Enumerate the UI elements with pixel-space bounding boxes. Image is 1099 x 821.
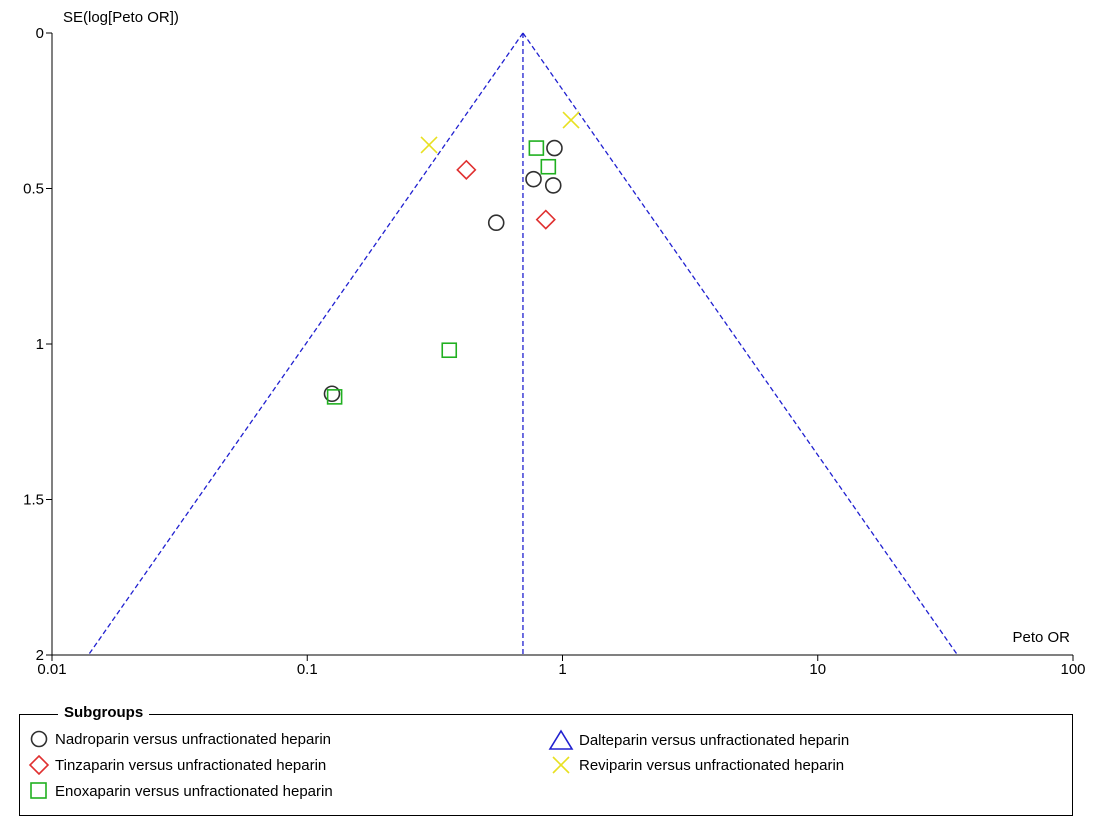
x-tick-label: 100 <box>1060 661 1085 678</box>
data-points <box>323 111 580 405</box>
funnel-left-limit <box>87 32 524 656</box>
point-circle <box>487 214 505 232</box>
y-tick-label: 0.5 <box>23 181 44 198</box>
y-tick-label: 1 <box>36 336 44 353</box>
point-circle <box>525 170 542 188</box>
legend-title: Subgroups <box>58 704 150 721</box>
legend-label: Tinzaparin versus unfractionated heparin <box>55 756 327 774</box>
legend-item-reviparin: Reviparin versus unfractionated heparin <box>548 755 844 775</box>
legend-item-enoxaparin: Enoxaparin versus unfractionated heparin <box>28 781 333 801</box>
x-marker-icon <box>552 756 570 774</box>
legend-label: Nadroparin versus unfractionated heparin <box>55 730 331 748</box>
diamond-marker-icon <box>28 755 50 775</box>
point-circle <box>546 139 563 157</box>
square-marker-icon <box>30 782 47 799</box>
x-tick-label: 0.01 <box>37 661 66 678</box>
point-x-stroke <box>562 111 580 129</box>
point-square <box>528 140 545 156</box>
point-square <box>326 389 343 405</box>
point-square <box>441 342 458 359</box>
x-tick-label: 0.1 <box>297 661 318 678</box>
point-square <box>540 158 557 175</box>
legend-label: Dalteparin versus unfractionated heparin <box>579 731 850 749</box>
x-axis-title: Peto OR <box>1012 629 1070 646</box>
y-tick-label: 2 <box>36 647 44 664</box>
legend-label: Reviparin versus unfractionated heparin <box>579 756 845 774</box>
point-circle <box>323 385 341 403</box>
x-tick-label: 1 <box>558 661 566 678</box>
x-tick-label: 10 <box>809 661 826 678</box>
funnel-plot: 00.511.520.01 0.1 1 10 100 SE(log[Peto OR]) … <box>23 9 1085 678</box>
point-diamond <box>456 159 477 180</box>
point-x-stroke <box>420 136 438 154</box>
circle-marker-icon <box>30 730 48 748</box>
point-circle <box>544 177 562 194</box>
legend-item-tinzaparin: Tinzaparin versus unfractionated heparin <box>28 755 326 775</box>
axes: 0 0.5 1 1.5 20.01 0.1 1 10 100 <box>23 25 1085 678</box>
legend-label: Enoxaparin versus unfractionated heparin <box>55 782 333 800</box>
triangle-marker-icon <box>548 729 574 750</box>
y-tick-label: 0 <box>36 25 44 42</box>
legend: Subgroups Nadroparin versus unfractionat… <box>19 704 1073 816</box>
funnel-right-limit <box>522 32 959 656</box>
point-diamond <box>535 209 556 230</box>
y-tick-label: 1.5 <box>23 492 44 509</box>
legend-item-nadroparin: Nadroparin versus unfractionated heparin <box>28 729 331 749</box>
point-x <box>420 136 438 154</box>
funnel-lines <box>87 32 959 656</box>
point-x <box>562 111 580 129</box>
y-axis-title: SE(log[Peto OR]) <box>63 9 179 26</box>
legend-item-dalteparin: Dalteparin versus unfractionated heparin <box>548 729 849 751</box>
